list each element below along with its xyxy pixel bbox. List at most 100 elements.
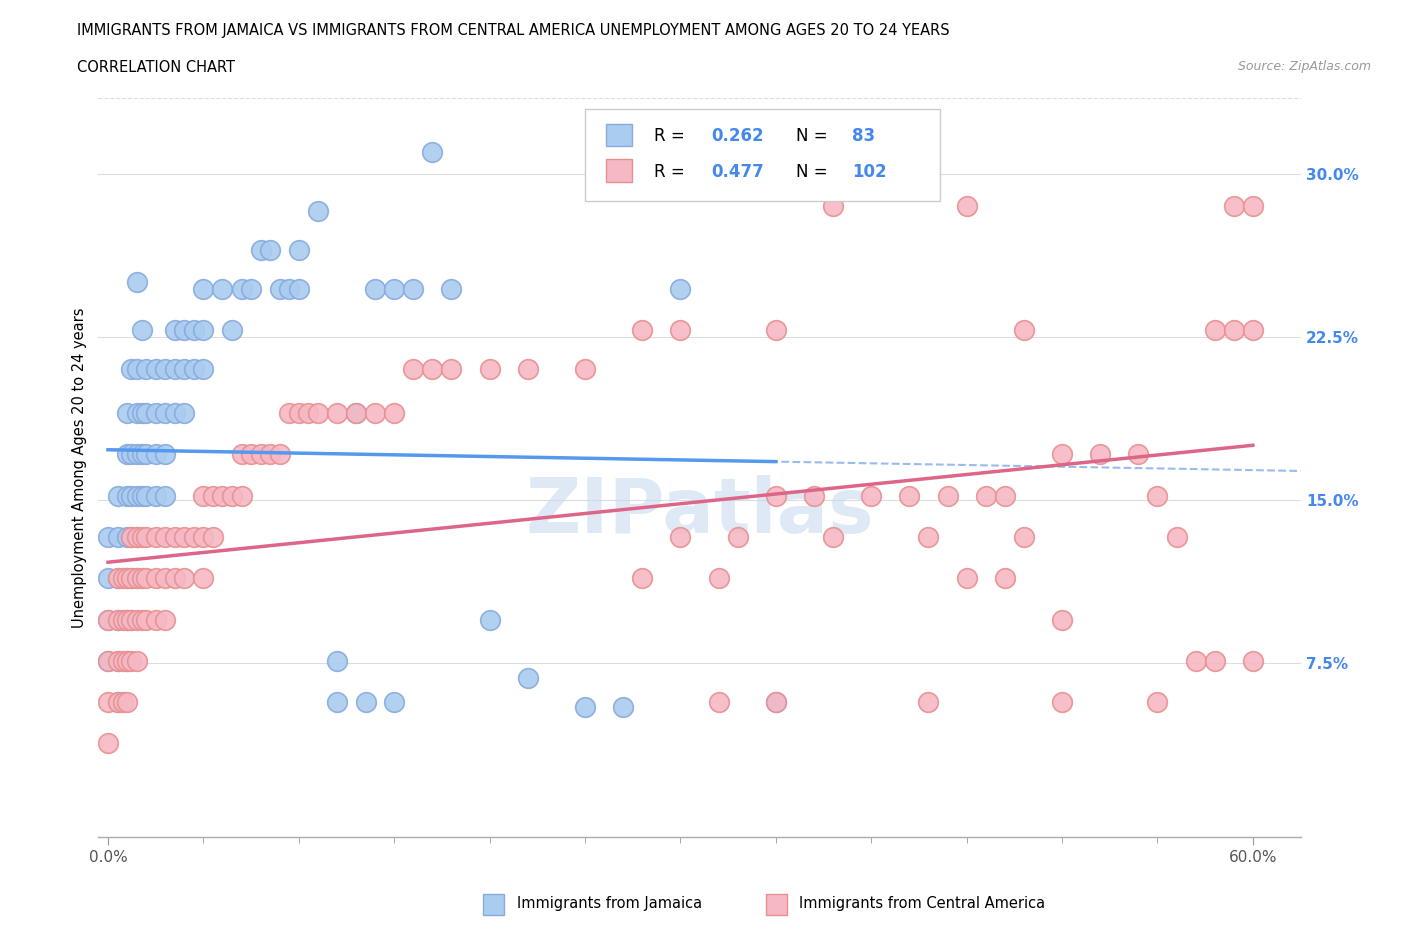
Point	[1050, 446, 1073, 461]
Point	[287, 405, 309, 420]
Point	[1204, 323, 1226, 338]
Text: R =: R =	[654, 163, 690, 180]
Point	[97, 529, 120, 544]
Point	[107, 571, 129, 586]
Point	[163, 571, 186, 586]
Point	[211, 488, 233, 503]
Point	[120, 571, 142, 586]
Point	[1241, 654, 1264, 669]
Point	[422, 362, 444, 377]
Point	[115, 488, 138, 503]
Point	[120, 488, 142, 503]
Point	[173, 405, 195, 420]
Point	[163, 405, 186, 420]
FancyBboxPatch shape	[585, 109, 939, 201]
Point	[287, 243, 309, 258]
Point	[1012, 323, 1035, 338]
Point	[131, 529, 153, 544]
Point	[120, 654, 142, 669]
Point	[382, 405, 405, 420]
Point	[1050, 695, 1073, 710]
Point	[240, 282, 263, 297]
Point	[155, 446, 177, 461]
FancyBboxPatch shape	[766, 895, 787, 915]
Point	[354, 695, 377, 710]
Point	[307, 405, 329, 420]
Point	[135, 571, 157, 586]
Point	[107, 571, 129, 586]
Point	[287, 282, 309, 297]
Point	[231, 282, 253, 297]
Point	[120, 529, 142, 544]
Point	[612, 699, 634, 714]
Point	[193, 362, 215, 377]
Point	[112, 654, 135, 669]
Point	[193, 571, 215, 586]
Text: 102: 102	[852, 163, 887, 180]
Point	[259, 243, 281, 258]
Y-axis label: Unemployment Among Ages 20 to 24 years: Unemployment Among Ages 20 to 24 years	[72, 307, 87, 628]
Point	[1184, 654, 1206, 669]
Point	[125, 529, 148, 544]
Point	[112, 612, 135, 627]
Text: 0.477: 0.477	[711, 163, 765, 180]
Point	[97, 654, 120, 669]
Text: Immigrants from Jamaica: Immigrants from Jamaica	[517, 896, 702, 911]
Point	[112, 695, 135, 710]
Point	[326, 695, 349, 710]
Point	[107, 612, 129, 627]
Point	[97, 736, 120, 751]
Point	[173, 529, 195, 544]
Point	[193, 529, 215, 544]
Point	[115, 654, 138, 669]
Point	[211, 282, 233, 297]
Text: Immigrants from Central America: Immigrants from Central America	[799, 896, 1046, 911]
Point	[112, 571, 135, 586]
Text: N =: N =	[796, 127, 832, 145]
Point	[155, 612, 177, 627]
Point	[120, 571, 142, 586]
Point	[145, 362, 167, 377]
Point	[574, 699, 596, 714]
Point	[478, 362, 501, 377]
Point	[259, 446, 281, 461]
Point	[97, 695, 120, 710]
Point	[125, 275, 148, 290]
Point	[269, 446, 291, 461]
Point	[240, 446, 263, 461]
Point	[193, 282, 215, 297]
Point	[115, 571, 138, 586]
Point	[382, 695, 405, 710]
Point	[125, 446, 148, 461]
Text: R =: R =	[654, 127, 690, 145]
Point	[201, 529, 224, 544]
Point	[917, 529, 939, 544]
Point	[326, 654, 349, 669]
Point	[936, 488, 959, 503]
Point	[155, 405, 177, 420]
Point	[131, 612, 153, 627]
Point	[440, 282, 463, 297]
Point	[956, 571, 979, 586]
Point	[125, 571, 148, 586]
Point	[115, 405, 138, 420]
Point	[145, 446, 167, 461]
Point	[107, 695, 129, 710]
Point	[135, 446, 157, 461]
Point	[707, 571, 730, 586]
Point	[1166, 529, 1188, 544]
Point	[765, 695, 787, 710]
Text: CORRELATION CHART: CORRELATION CHART	[77, 60, 235, 75]
Point	[440, 362, 463, 377]
Point	[131, 571, 153, 586]
Point	[278, 282, 301, 297]
Point	[765, 488, 787, 503]
Point	[135, 362, 157, 377]
FancyBboxPatch shape	[606, 159, 633, 182]
Point	[994, 488, 1017, 503]
Point	[669, 282, 692, 297]
Point	[115, 612, 138, 627]
Point	[994, 571, 1017, 586]
Point	[803, 488, 825, 503]
Point	[115, 654, 138, 669]
